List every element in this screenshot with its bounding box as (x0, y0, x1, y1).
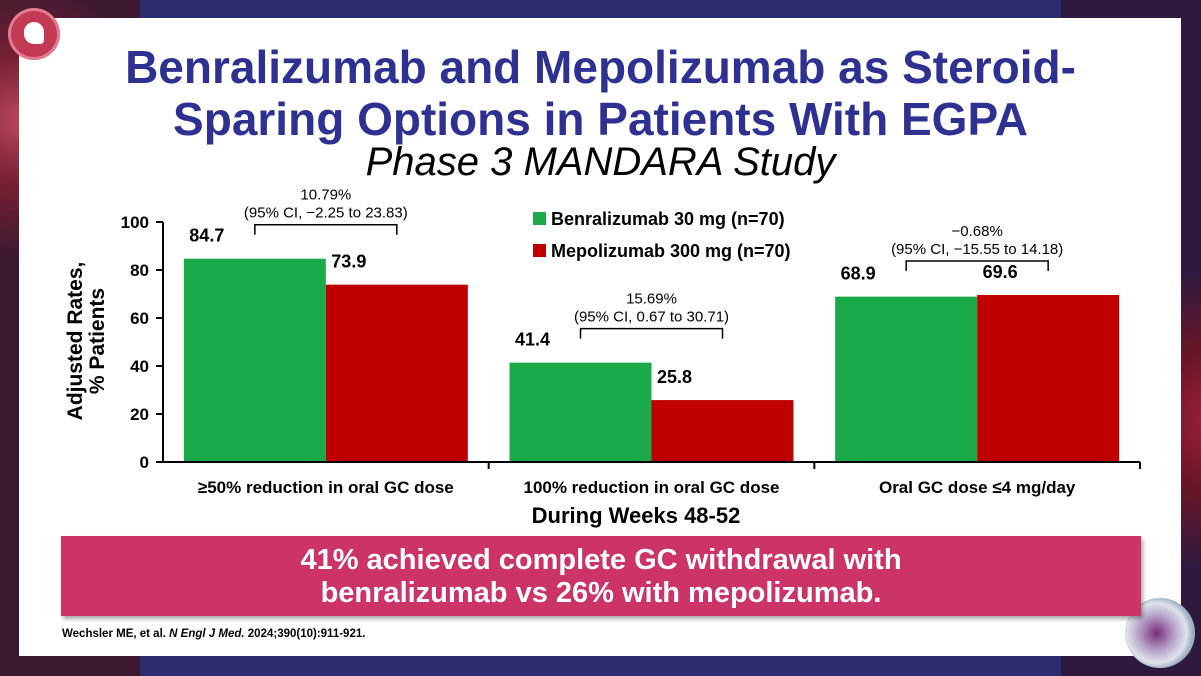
comparison-bracket-1 (579, 327, 724, 339)
conclusion-banner: 41% achieved complete GC withdrawal with… (61, 536, 1141, 616)
annotation-ci-1: (95% CI, 0.67 to 30.71) (574, 309, 729, 326)
data-label-mepolizumab-2: 69.6 (983, 262, 1018, 282)
bar-mepolizumab-0 (325, 284, 468, 462)
legend-swatch-1 (533, 244, 546, 257)
annotation-diff-1: 15.69% (626, 291, 677, 308)
logo-icon (8, 8, 60, 60)
y-tick-label: 60 (130, 309, 149, 328)
bar-benralizumab-1 (509, 362, 652, 462)
y-tick-label: 20 (130, 405, 149, 424)
annotation-ci-0: (95% CI, −2.25 to 23.83) (244, 205, 408, 222)
citation: Wechsler ME, et al. N Engl J Med. 2024;3… (62, 628, 365, 640)
citation-journal: N Engl J Med. (169, 628, 245, 640)
annotation-diff-0: 10.79% (300, 187, 351, 204)
legend-label-1: Mepolizumab 300 mg (n=70) (551, 241, 791, 261)
x-tick-label-1: 100% reduction in oral GC dose (523, 478, 779, 497)
y-tick-label: 40 (130, 357, 149, 376)
y-tick-label: 100 (121, 213, 149, 232)
annotation-diff-2: −0.68% (952, 223, 1003, 240)
citation-authors: Wechsler ME, et al. (62, 628, 166, 640)
x-tick-label-0: ≥50% reduction in oral GC dose (198, 478, 454, 497)
legend-swatch-0 (533, 212, 546, 225)
comparison-bracket-0 (254, 223, 398, 235)
data-label-mepolizumab-0: 73.9 (331, 252, 366, 272)
y-tick-label: 80 (130, 261, 149, 280)
data-label-benralizumab-0: 84.7 (189, 226, 224, 246)
x-axis-title: During Weeks 48-52 (532, 503, 741, 528)
banner-line2: benralizumab vs 26% with mepolizumab. (320, 577, 882, 609)
bar-benralizumab-2 (835, 296, 978, 462)
data-label-benralizumab-1: 41.4 (515, 330, 550, 350)
data-label-benralizumab-2: 68.9 (841, 264, 876, 284)
slide-subtitle: Phase 3 MANDARA Study (365, 140, 836, 184)
slide-title-line2: Sparing Options in Patients With EGPA (173, 93, 1028, 145)
bar-benralizumab-0 (183, 258, 326, 462)
x-tick-label-2: Oral GC dose ≤4 mg/day (879, 478, 1076, 497)
citation-details: 2024;390(10):911-921. (247, 628, 366, 640)
y-axis-label-line2: % Patients (86, 288, 109, 394)
data-label-mepolizumab-1: 25.8 (657, 367, 692, 387)
y-axis-label-line1: Adjusted Rates, (64, 262, 87, 421)
annotation-ci-2: (95% CI, −15.55 to 14.18) (891, 241, 1063, 258)
bar-mepolizumab-2 (977, 294, 1120, 462)
slide-title-line1: Benralizumab and Mepolizumab as Steroid- (125, 41, 1076, 93)
legend-label-0: Benralizumab 30 mg (n=70) (551, 209, 785, 229)
bar-mepolizumab-1 (651, 400, 794, 462)
y-tick-label: 0 (140, 453, 149, 472)
banner-line1: 41% achieved complete GC withdrawal with (300, 544, 902, 576)
comparison-bracket-2 (905, 260, 1049, 271)
